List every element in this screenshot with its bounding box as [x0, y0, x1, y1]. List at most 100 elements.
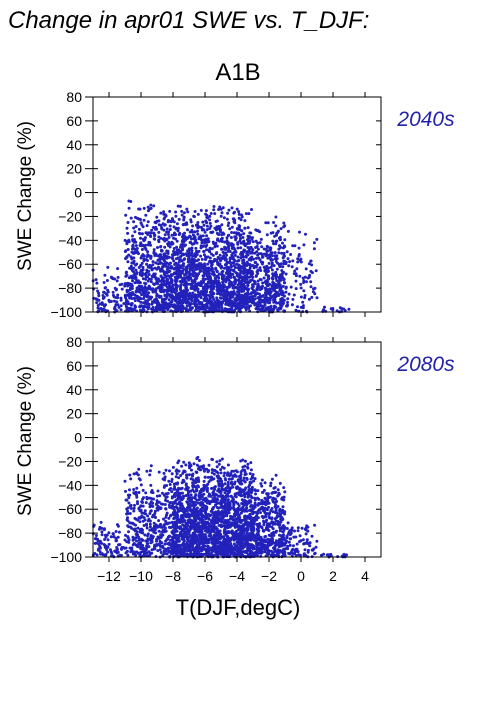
data-point — [312, 247, 316, 251]
data-point — [132, 226, 136, 230]
data-point — [192, 462, 196, 466]
data-point — [209, 276, 212, 280]
data-point — [155, 215, 159, 219]
data-point — [124, 213, 128, 217]
data-point — [97, 542, 101, 546]
data-point — [268, 255, 272, 259]
data-point — [171, 254, 175, 257]
data-point — [150, 489, 154, 492]
data-point — [176, 256, 180, 260]
data-point — [204, 209, 208, 213]
data-point — [231, 283, 235, 287]
data-point — [144, 213, 148, 217]
data-point — [158, 262, 162, 265]
data-point — [274, 242, 278, 246]
data-point — [173, 271, 177, 275]
data-point — [217, 224, 221, 228]
data-point — [246, 293, 249, 297]
data-point — [229, 290, 233, 294]
data-point — [223, 256, 227, 260]
data-point — [274, 239, 278, 243]
data-point — [227, 208, 231, 212]
data-point — [135, 247, 139, 250]
data-point — [167, 549, 171, 553]
data-point — [196, 229, 199, 233]
data-point — [181, 552, 185, 556]
data-point — [176, 296, 180, 299]
data-point — [127, 540, 131, 544]
data-point — [101, 303, 105, 306]
data-point — [179, 301, 183, 305]
data-point — [134, 532, 138, 536]
data-point — [159, 253, 163, 257]
data-point — [243, 270, 247, 274]
data-point — [160, 227, 164, 231]
data-point — [231, 256, 235, 260]
data-point — [155, 219, 159, 223]
data-point — [218, 239, 222, 243]
data-point — [299, 286, 303, 290]
data-point — [152, 248, 156, 252]
data-point — [134, 225, 138, 228]
data-point — [226, 211, 230, 215]
data-point — [230, 281, 233, 285]
data-point — [222, 216, 226, 220]
data-point — [131, 279, 134, 283]
data-point — [301, 300, 305, 304]
data-point — [137, 491, 141, 494]
data-point — [230, 206, 234, 210]
data-point — [159, 211, 163, 215]
data-point — [265, 233, 269, 237]
data-point — [199, 284, 203, 288]
data-point — [234, 271, 238, 275]
data-point — [245, 272, 249, 276]
data-point — [111, 290, 115, 294]
data-point — [106, 538, 110, 542]
data-point — [275, 267, 279, 271]
data-point — [246, 462, 250, 466]
data-point — [210, 247, 214, 251]
data-point — [265, 282, 269, 286]
data-point — [247, 536, 251, 539]
data-point — [165, 271, 169, 275]
data-point — [191, 230, 195, 234]
data-point — [96, 306, 100, 310]
data-point — [215, 292, 219, 296]
data-point — [248, 472, 252, 476]
data-point — [159, 269, 163, 273]
data-point — [164, 547, 168, 551]
data-point — [217, 487, 221, 491]
data-point — [153, 254, 157, 258]
data-point — [291, 259, 295, 263]
data-point — [159, 294, 163, 298]
data-point — [231, 261, 235, 265]
data-point — [196, 265, 200, 268]
data-point — [260, 262, 264, 266]
data-point — [103, 543, 107, 547]
data-point — [259, 278, 263, 282]
data-point — [288, 260, 292, 264]
data-point — [205, 221, 209, 225]
data-point — [131, 521, 135, 525]
data-point — [125, 242, 129, 246]
data-point — [126, 536, 130, 540]
data-point — [104, 286, 107, 290]
data-point — [191, 224, 195, 228]
data-point — [233, 280, 237, 284]
data-point — [270, 268, 274, 272]
data-point — [136, 502, 139, 506]
data-point — [181, 523, 185, 527]
data-point — [199, 465, 203, 469]
data-point — [146, 279, 150, 283]
data-point — [136, 545, 140, 549]
data-point — [139, 297, 143, 301]
data-point — [202, 244, 206, 248]
data-point — [208, 214, 212, 218]
data-point — [287, 292, 291, 296]
data-point — [106, 290, 110, 294]
data-point — [287, 264, 291, 268]
data-point — [244, 281, 248, 284]
data-point — [242, 289, 246, 293]
data-point — [220, 457, 224, 461]
data-point — [297, 246, 301, 250]
